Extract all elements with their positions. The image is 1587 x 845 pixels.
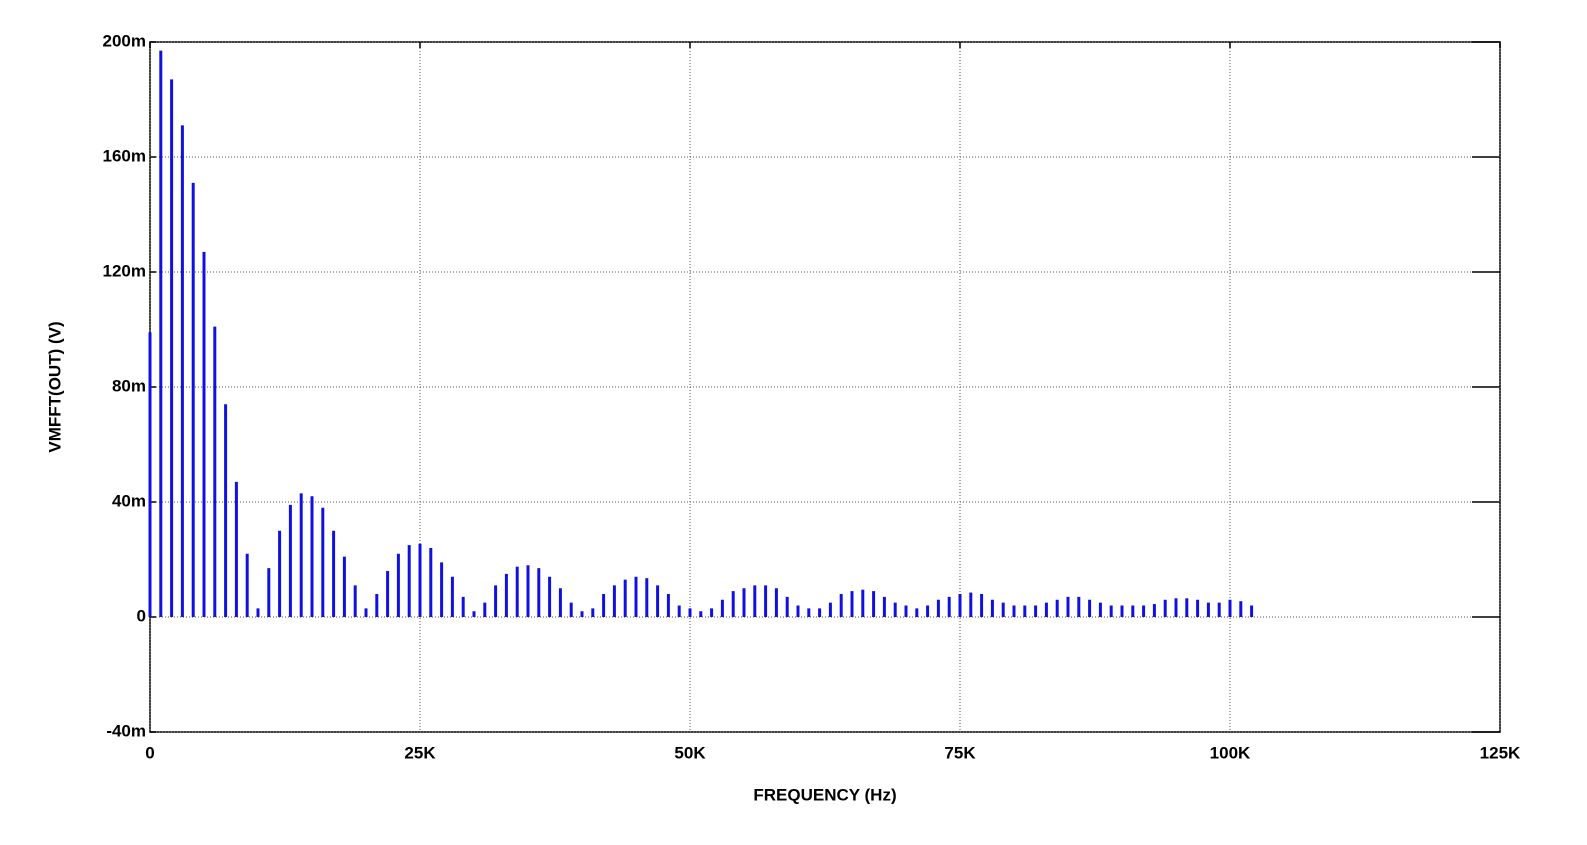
x-tick-label: 75K xyxy=(944,743,976,762)
y-tick-label: 40m xyxy=(112,491,146,510)
x-tick-label: 125K xyxy=(1480,743,1521,762)
y-tick-label: 120m xyxy=(103,261,146,280)
y-tick-label: 0 xyxy=(137,606,146,625)
x-tick-label: 50K xyxy=(674,743,706,762)
x-tick-label: 100K xyxy=(1210,743,1251,762)
y-tick-label: 80m xyxy=(112,376,146,395)
x-axis-label: FREQUENCY (Hz) xyxy=(753,785,896,804)
x-tick-label: 0 xyxy=(145,743,154,762)
y-tick-label: 160m xyxy=(103,146,146,165)
x-tick-label: 25K xyxy=(404,743,436,762)
y-tick-label: 200m xyxy=(103,31,146,50)
y-tick-label: -40m xyxy=(106,721,146,740)
y-axis-label: VMFFT(OUT) (V) xyxy=(45,321,64,452)
